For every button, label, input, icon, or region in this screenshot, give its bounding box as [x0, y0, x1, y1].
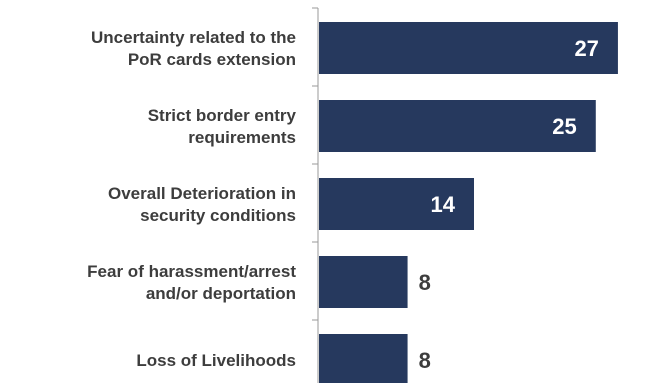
- category-label: Uncertainty related to the PoR cards exte…: [91, 28, 296, 69]
- category-label-line: security conditions: [140, 206, 296, 225]
- category-label-line: and/or deportation: [146, 284, 296, 303]
- category-label: Fear of harassment/arrest and/or deportat…: [87, 262, 296, 303]
- bar: [319, 178, 474, 230]
- category-label-line: PoR cards extension: [128, 50, 296, 69]
- category-label: Overall Deterioration in security conditi…: [108, 184, 296, 225]
- category-label-line: Loss of Livelihoods: [136, 351, 296, 370]
- data-label: 8: [419, 270, 431, 295]
- category-label-line: Strict border entry: [148, 106, 297, 125]
- data-label: 14: [431, 192, 456, 217]
- bar: [319, 22, 618, 74]
- category-label-line: Uncertainty related to the: [91, 28, 296, 47]
- category-label-line: Fear of harassment/arrest: [87, 262, 296, 281]
- bar: [319, 334, 408, 383]
- bar: [319, 100, 596, 152]
- axis-layer: [312, 7, 319, 383]
- data-label: 8: [419, 348, 431, 373]
- bars-layer: 27 25 14 8 8: [319, 22, 618, 383]
- bar: [319, 256, 408, 308]
- category-label: Strict border entry requirements: [148, 106, 297, 147]
- category-labels-layer: Uncertainty related to the PoR cards exte…: [87, 28, 296, 370]
- data-label: 27: [574, 36, 598, 61]
- category-label-line: Overall Deterioration in: [108, 184, 296, 203]
- category-label: Loss of Livelihoods: [136, 351, 296, 370]
- data-label: 25: [552, 114, 576, 139]
- category-label-line: requirements: [188, 128, 296, 147]
